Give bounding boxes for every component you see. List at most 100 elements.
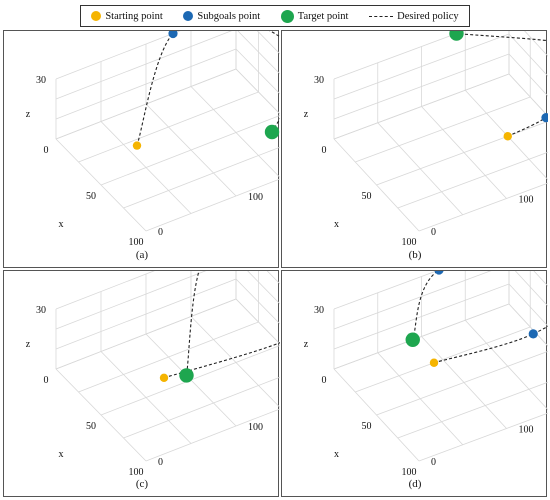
starting-point bbox=[503, 132, 512, 141]
grid-line bbox=[508, 283, 548, 327]
target-point-marker bbox=[280, 9, 294, 23]
legend: Starting point Subgoals point Target poi… bbox=[80, 5, 470, 27]
grid-line bbox=[508, 73, 548, 117]
grid bbox=[333, 271, 548, 462]
grid-line bbox=[55, 368, 147, 462]
x-tick-label: 50 bbox=[86, 191, 96, 202]
grid-line bbox=[55, 271, 155, 310]
grid-line bbox=[508, 33, 548, 77]
grid-line bbox=[333, 73, 510, 140]
y-tick-label: 0 bbox=[158, 457, 163, 468]
grid-line bbox=[333, 283, 510, 350]
plot-3d: 050100010020030xyz bbox=[304, 271, 548, 478]
grid-line bbox=[235, 298, 280, 345]
z-tick-label: 30 bbox=[36, 75, 46, 86]
z-axis-label: z bbox=[26, 109, 31, 120]
starting-point bbox=[132, 141, 142, 150]
legend-label-policy: Desired policy bbox=[397, 10, 459, 22]
legend-label-target: Target point bbox=[297, 10, 349, 22]
y-tick-label: 100 bbox=[519, 425, 534, 436]
z-axis-label: z bbox=[304, 339, 309, 350]
grid-line bbox=[333, 53, 510, 120]
grid-line bbox=[235, 68, 280, 115]
grid-line bbox=[333, 271, 438, 310]
y-tick-label: 100 bbox=[248, 192, 263, 203]
grid bbox=[55, 271, 280, 462]
panel-label: (b) bbox=[408, 249, 422, 261]
x-tick-label: 100 bbox=[402, 467, 417, 478]
z-axis-label: z bbox=[304, 109, 309, 120]
panel-label: (c) bbox=[135, 478, 149, 490]
grid-line bbox=[235, 278, 280, 325]
legend-item-starting: Starting point bbox=[91, 10, 163, 22]
grid-line bbox=[55, 298, 237, 370]
subgoal-point-marker bbox=[183, 11, 194, 21]
y-tick-label: 0 bbox=[431, 227, 436, 238]
x-tick-label: 50 bbox=[86, 421, 96, 432]
panel-c: 050100010020030xyz (c) bbox=[3, 270, 280, 497]
grid-line bbox=[508, 53, 548, 97]
target-point bbox=[264, 124, 280, 140]
grid-line bbox=[508, 303, 548, 347]
legend-item-policy: Desired policy bbox=[369, 11, 459, 22]
legend-item-subgoals: Subgoals point bbox=[183, 11, 260, 22]
panel-label: (d) bbox=[408, 478, 422, 490]
grid-line bbox=[421, 106, 507, 199]
y-tick-label: 0 bbox=[431, 457, 436, 468]
panel-d: 050100010020030xyz (d) bbox=[281, 270, 548, 497]
grid-line bbox=[55, 31, 181, 80]
panel-label: (a) bbox=[135, 249, 149, 261]
grid-line bbox=[421, 336, 507, 429]
target-point bbox=[405, 332, 420, 347]
grid-line bbox=[190, 86, 280, 179]
grid-line bbox=[100, 351, 192, 444]
subgoal-point bbox=[168, 31, 178, 39]
x-tick-label: 100 bbox=[402, 237, 417, 248]
x-axis-label: x bbox=[334, 219, 339, 230]
legend-item-target: Target point bbox=[280, 9, 349, 23]
grid-line bbox=[55, 68, 237, 140]
z-tick-label: 30 bbox=[314, 75, 324, 86]
grid-line bbox=[100, 121, 192, 214]
grid-line bbox=[333, 31, 465, 80]
desired-policy-path bbox=[455, 31, 548, 137]
grid-line bbox=[514, 271, 548, 307]
x-tick-label: 100 bbox=[129, 237, 144, 248]
y-tick-label: 100 bbox=[248, 422, 263, 433]
desired-policy-path bbox=[136, 31, 280, 146]
grid-line bbox=[247, 271, 280, 305]
grid-line bbox=[333, 271, 492, 330]
x-tick-label: 0 bbox=[322, 375, 327, 386]
x-tick-label: 0 bbox=[44, 375, 49, 386]
grid-line bbox=[235, 48, 280, 95]
grid-line bbox=[55, 271, 207, 330]
grid-line bbox=[533, 271, 548, 287]
starting-point bbox=[159, 373, 169, 382]
grid-line bbox=[333, 33, 510, 100]
plot-3d: 050100010020030xyz bbox=[26, 271, 280, 478]
plot-3d: 050100010020030xyz bbox=[304, 31, 548, 248]
grid-line bbox=[55, 48, 237, 120]
grid-line bbox=[55, 31, 232, 100]
grid-line bbox=[190, 316, 280, 409]
grid-line bbox=[55, 278, 237, 350]
desired-policy-line bbox=[369, 15, 394, 17]
x-tick-label: 0 bbox=[322, 145, 327, 156]
starting-point-marker bbox=[91, 11, 102, 21]
grid-line bbox=[145, 103, 237, 197]
grid-line bbox=[256, 31, 280, 55]
x-tick-label: 50 bbox=[362, 191, 372, 202]
grid-line bbox=[333, 368, 420, 462]
grid-line bbox=[333, 303, 510, 370]
grid-line bbox=[333, 138, 420, 232]
x-axis-label: x bbox=[59, 219, 64, 230]
plot-3d: 050100010020030xyz bbox=[26, 31, 280, 248]
subgoal-point bbox=[528, 329, 538, 339]
subgoal-point bbox=[541, 113, 548, 123]
legend-label-starting: Starting point bbox=[105, 10, 163, 22]
z-tick-label: 30 bbox=[314, 305, 324, 316]
target-point bbox=[449, 31, 464, 41]
grid-line bbox=[237, 31, 280, 75]
x-tick-label: 0 bbox=[44, 145, 49, 156]
